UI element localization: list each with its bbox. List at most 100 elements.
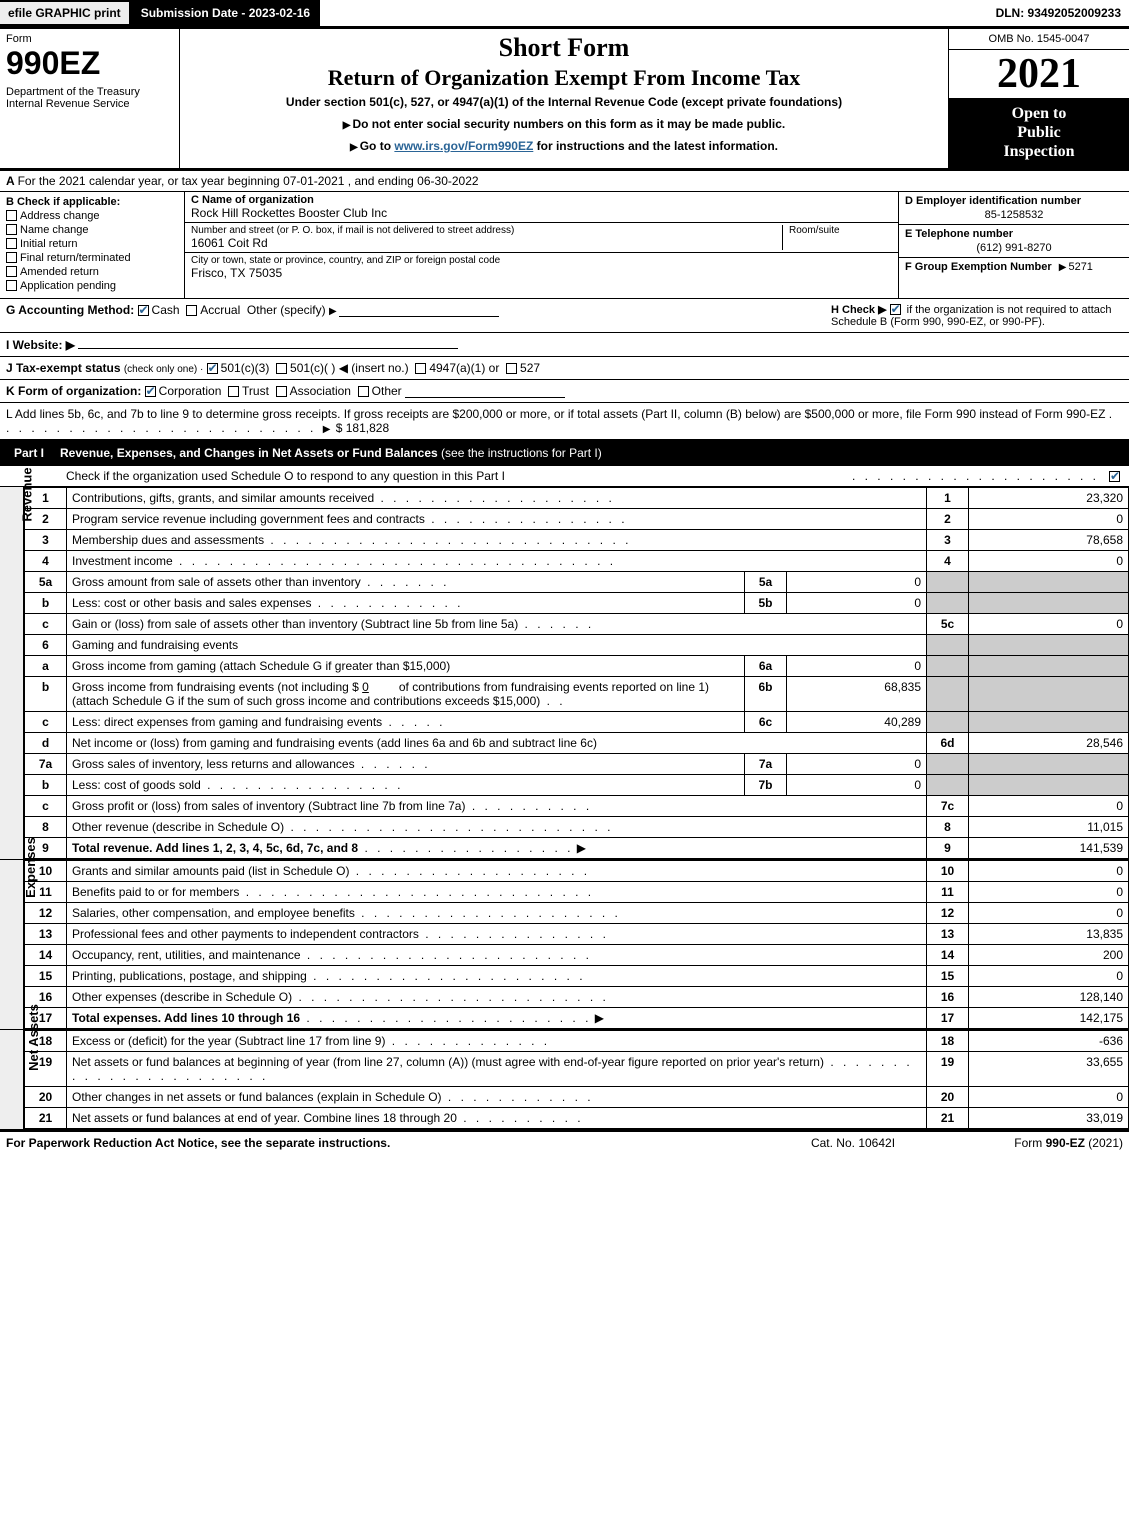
revenue-table: 1Contributions, gifts, grants, and simil… bbox=[24, 487, 1129, 859]
chk-501c[interactable] bbox=[276, 363, 287, 374]
irs-link[interactable]: www.irs.gov/Form990EZ bbox=[394, 139, 533, 153]
line-16: 16Other expenses (describe in Schedule O… bbox=[25, 986, 1129, 1007]
chk-trust[interactable] bbox=[228, 386, 239, 397]
line-8: 8Other revenue (describe in Schedule O) … bbox=[25, 816, 1129, 837]
submission-date-btn[interactable]: Submission Date - 2023-02-16 bbox=[131, 0, 320, 26]
line-1: 1Contributions, gifts, grants, and simil… bbox=[25, 487, 1129, 508]
header-left: Form 990EZ Department of the Treasury In… bbox=[0, 29, 180, 168]
footer-right: Form 990-EZ (2021) bbox=[943, 1136, 1123, 1150]
omb-number: OMB No. 1545-0047 bbox=[949, 29, 1129, 50]
chk-final-return[interactable]: Final return/terminated bbox=[6, 252, 178, 264]
efile-btn[interactable]: efile GRAPHIC print bbox=[0, 0, 131, 26]
revenue-section: Revenue 1Contributions, gifts, grants, a… bbox=[0, 487, 1129, 860]
line-4: 4Investment income . . . . . . . . . . .… bbox=[25, 550, 1129, 571]
j-o2b: (insert no.) bbox=[351, 361, 408, 375]
chk-initial-return-label: Initial return bbox=[20, 238, 77, 250]
footer-mid: Cat. No. 10642I bbox=[763, 1136, 943, 1150]
expenses-table: 10Grants and similar amounts paid (list … bbox=[24, 860, 1129, 1029]
chk-address-change[interactable]: Address change bbox=[6, 210, 178, 222]
section-c: C Name of organization Rock Hill Rockett… bbox=[185, 192, 899, 298]
k-o1: Corporation bbox=[159, 384, 222, 398]
part1-title-sub: (see the instructions for Part I) bbox=[441, 446, 602, 460]
form-word: Form bbox=[6, 33, 173, 45]
h-pre: H Check ▶ bbox=[831, 304, 887, 316]
line-7b: bLess: cost of goods sold . . . . . . . … bbox=[25, 774, 1129, 795]
short-form-title: Short Form bbox=[186, 33, 942, 63]
chk-501c3[interactable] bbox=[207, 363, 218, 374]
c-street-label: Number and street (or P. O. box, if mail… bbox=[191, 225, 782, 236]
instr-2: Go to www.irs.gov/Form990EZ for instruct… bbox=[186, 139, 942, 153]
line-3: 3Membership dues and assessments . . . .… bbox=[25, 529, 1129, 550]
l-amount: $ 181,828 bbox=[336, 421, 389, 435]
d-label: D Employer identification number bbox=[905, 195, 1123, 207]
line-13: 13Professional fees and other payments t… bbox=[25, 923, 1129, 944]
j-label: J Tax-exempt status bbox=[6, 361, 121, 375]
phone-value: (612) 991-8270 bbox=[905, 242, 1123, 254]
part1-label: Part I bbox=[6, 444, 52, 462]
g-other-input[interactable] bbox=[339, 305, 499, 317]
j-o1: 501(c)(3) bbox=[221, 361, 270, 375]
chk-name-change[interactable]: Name change bbox=[6, 224, 178, 236]
subtitle: Under section 501(c), 527, or 4947(a)(1)… bbox=[186, 95, 942, 109]
line-7a: 7aGross sales of inventory, less returns… bbox=[25, 753, 1129, 774]
k-o3: Association bbox=[290, 384, 351, 398]
website-input[interactable] bbox=[78, 337, 458, 349]
chk-527[interactable] bbox=[506, 363, 517, 374]
row-i: I Website: ▶ bbox=[0, 333, 1129, 357]
line-21: 21Net assets or fund balances at end of … bbox=[25, 1107, 1129, 1128]
chk-other-org[interactable] bbox=[358, 386, 369, 397]
chk-address-change-label: Address change bbox=[20, 210, 100, 222]
department: Department of the Treasury Internal Reve… bbox=[6, 86, 173, 110]
line-7c: cGross profit or (loss) from sales of in… bbox=[25, 795, 1129, 816]
j-o4: 527 bbox=[520, 361, 540, 375]
row-a: A For the 2021 calendar year, or tax yea… bbox=[0, 171, 1129, 192]
instr-2-post: for instructions and the latest informat… bbox=[533, 139, 778, 153]
line-17: 17Total expenses. Add lines 10 through 1… bbox=[25, 1007, 1129, 1028]
netassets-table: 18Excess or (deficit) for the year (Subt… bbox=[24, 1030, 1129, 1129]
form-number: 990EZ bbox=[6, 45, 173, 82]
g-accrual: Accrual bbox=[200, 303, 240, 317]
expenses-side-label: Expenses bbox=[0, 860, 24, 1029]
expenses-section: Expenses 10Grants and similar amounts pa… bbox=[0, 860, 1129, 1030]
chk-h[interactable] bbox=[890, 304, 901, 315]
chk-application-pending[interactable]: Application pending bbox=[6, 280, 178, 292]
e-label: E Telephone number bbox=[905, 228, 1123, 240]
revenue-side-label: Revenue bbox=[0, 487, 24, 859]
footer-left: For Paperwork Reduction Act Notice, see … bbox=[6, 1136, 763, 1150]
part1-check-text: Check if the organization used Schedule … bbox=[6, 469, 852, 483]
chk-corp[interactable] bbox=[145, 386, 156, 397]
k-other-input[interactable] bbox=[405, 386, 565, 398]
chk-part1-scho[interactable] bbox=[1109, 471, 1120, 482]
line-20: 20Other changes in net assets or fund ba… bbox=[25, 1086, 1129, 1107]
k-label: K Form of organization: bbox=[6, 384, 141, 398]
chk-4947[interactable] bbox=[415, 363, 426, 374]
row-g-h: G Accounting Method: Cash Accrual Other … bbox=[0, 299, 1129, 333]
chk-assoc[interactable] bbox=[276, 386, 287, 397]
org-street: 16061 Coit Rd bbox=[191, 236, 782, 250]
row-j: J Tax-exempt status (check only one) · 5… bbox=[0, 357, 1129, 380]
row-a-text: For the 2021 calendar year, or tax year … bbox=[18, 174, 479, 188]
line-18: 18Excess or (deficit) for the year (Subt… bbox=[25, 1030, 1129, 1051]
main-title: Return of Organization Exempt From Incom… bbox=[186, 65, 942, 91]
chk-cash[interactable] bbox=[138, 305, 149, 316]
chk-initial-return[interactable]: Initial return bbox=[6, 238, 178, 250]
line-5a: 5aGross amount from sale of assets other… bbox=[25, 571, 1129, 592]
part1-check: Check if the organization used Schedule … bbox=[0, 466, 1129, 487]
j-sub: (check only one) · bbox=[124, 364, 203, 375]
k-o4: Other bbox=[372, 384, 402, 398]
tax-year: 2021 bbox=[949, 50, 1129, 98]
chk-accrual[interactable] bbox=[186, 305, 197, 316]
line-11: 11Benefits paid to or for members . . . … bbox=[25, 881, 1129, 902]
b-label: Check if applicable: bbox=[17, 196, 120, 208]
row-g: G Accounting Method: Cash Accrual Other … bbox=[6, 303, 823, 328]
chk-application-pending-label: Application pending bbox=[20, 280, 116, 292]
row-l: L Add lines 5b, 6c, and 7b to line 9 to … bbox=[0, 403, 1129, 440]
dots: . . . . . . . . . . . . . . . . . . . . bbox=[852, 469, 1099, 483]
netassets-side-label: Net Assets bbox=[0, 1030, 24, 1129]
line-5b: bLess: cost or other basis and sales exp… bbox=[25, 592, 1129, 613]
line-6c: cLess: direct expenses from gaming and f… bbox=[25, 711, 1129, 732]
row-k: K Form of organization: Corporation Trus… bbox=[0, 380, 1129, 403]
section-def: D Employer identification number 85-1258… bbox=[899, 192, 1129, 298]
chk-amended-return[interactable]: Amended return bbox=[6, 266, 178, 278]
open-to-public: Open to Public Inspection bbox=[949, 98, 1129, 168]
